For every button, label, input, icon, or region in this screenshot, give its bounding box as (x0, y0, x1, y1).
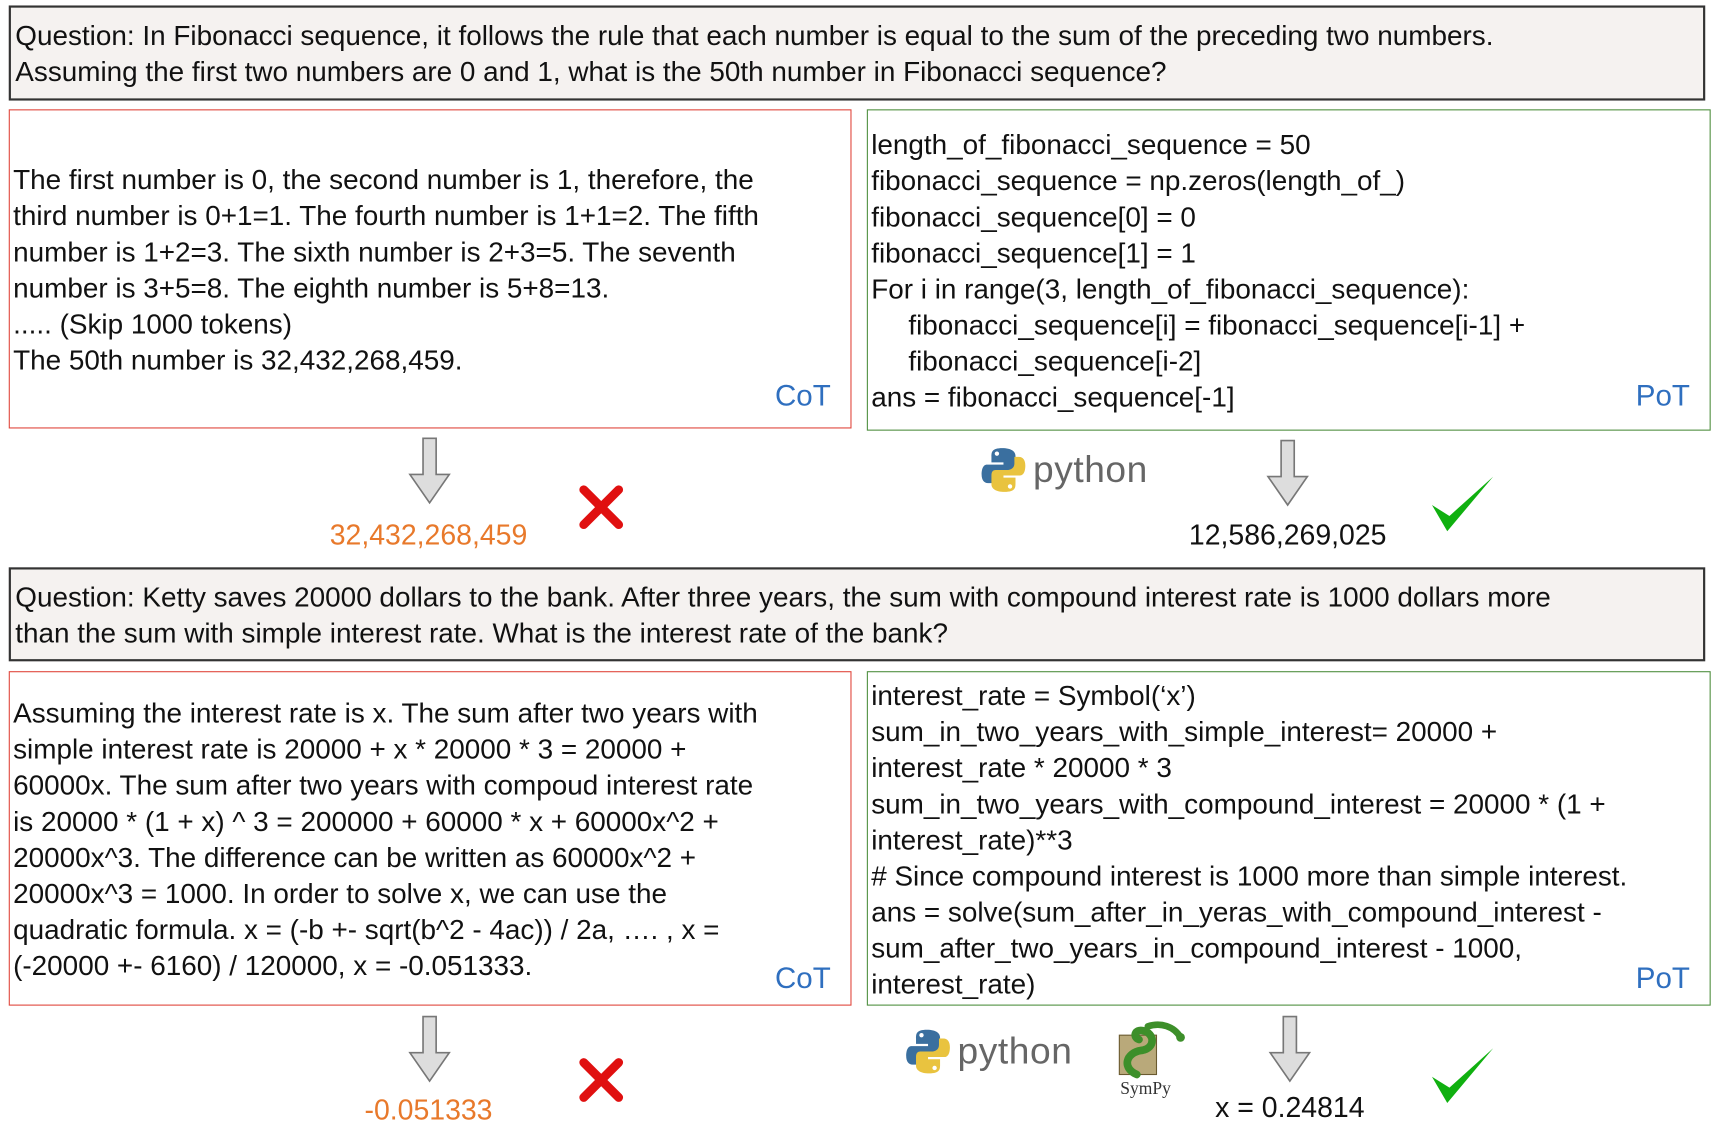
cot-label: CoT (774, 379, 831, 413)
code-line: interest_rate) (871, 969, 1036, 1001)
check-icon (1431, 476, 1494, 532)
cross-icon (579, 1058, 624, 1102)
down-arrow-icon (1268, 1015, 1312, 1083)
cot-answer: 32,432,268,459 (329, 518, 528, 551)
code-line: For i in range(3, length_of_fibonacci_se… (871, 274, 1470, 305)
code-line: interest_rate = Symbol(‘x’) (871, 681, 1196, 712)
pot-label: PoT (1635, 961, 1690, 995)
code-line: fibonacci_sequence[i] = fibonacci_sequen… (908, 310, 1526, 342)
cot-line: simple interest rate is 20000 + x * 2000… (13, 734, 687, 766)
code-line: fibonacci_sequence[i-2] (908, 346, 1202, 378)
code-line: # Since compound interest is 1000 more t… (871, 861, 1628, 892)
python-logo: python (905, 1028, 1072, 1076)
cot-line: third number is 0+1=1. The fourth number… (13, 201, 759, 232)
python-label: python (957, 1030, 1073, 1072)
cot-line: ..... (Skip 1000 tokens) (13, 309, 292, 340)
cot-line: (-20000 +- 6160) / 120000, x = -0.051333… (13, 950, 533, 982)
down-arrow-icon (408, 1015, 451, 1083)
code-line: ans = fibonacci_sequence[-1] (871, 382, 1235, 414)
pot-box-1: length_of_fibonacci_sequence = 50 fibona… (866, 109, 1711, 431)
cot-line: number is 1+2=3. The sixth number is 2+3… (13, 237, 736, 268)
cot-line: The 50th number is 32,432,268,459. (13, 345, 463, 377)
pot-label: PoT (1635, 379, 1690, 413)
code-line: sum_after_two_years_in_compound_interest… (871, 933, 1522, 965)
python-logo: python (981, 446, 1148, 494)
cot-line: number is 3+5=8. The eighth number is 5+… (13, 273, 610, 304)
question-line: Question: Ketty saves 20000 dollars to t… (15, 582, 1551, 614)
sympy-label: SymPy (1120, 1079, 1171, 1099)
python-icon (906, 1029, 950, 1074)
python-label: python (1032, 448, 1148, 491)
code-line: fibonacci_sequence = np.zeros(length_of_… (871, 166, 1406, 197)
code-line: interest_rate)**3 (871, 825, 1073, 856)
code-line: ans = solve(sum_after_in_yeras_with_comp… (871, 897, 1602, 929)
question-line: than the sum with simple interest rate. … (15, 618, 949, 650)
pot-answer: x = 0.24814 (1215, 1090, 1365, 1124)
question-box-2: Question: Ketty saves 20000 dollars to t… (8, 567, 1706, 662)
code-line: sum_in_two_years_with_simple_interest= 2… (871, 717, 1498, 748)
sympy-snake-icon (1118, 1021, 1185, 1079)
check-icon (1431, 1048, 1494, 1103)
cot-line: quadratic formula. x = (-b +- sqrt(b^2 -… (13, 914, 720, 946)
code-line: interest_rate * 20000 * 3 (871, 753, 1172, 784)
cot-label: CoT (774, 961, 831, 995)
cot-line: 20000x^3. The difference can be written … (13, 842, 697, 874)
code-line: length_of_fibonacci_sequence = 50 (871, 130, 1311, 161)
question-box-1: Question: In Fibonacci sequence, it foll… (8, 5, 1706, 101)
cot-line: 60000x. The sum after two years with com… (13, 770, 754, 802)
cot-box-1: The first number is 0, the second number… (8, 109, 852, 429)
cot-box-2: Assuming the interest rate is x. The sum… (8, 671, 852, 1006)
code-line: fibonacci_sequence[1] = 1 (871, 238, 1196, 269)
cot-line: 20000x^3 = 1000. In order to solve x, we… (13, 878, 667, 910)
question-line: Assuming the first two numbers are 0 and… (15, 56, 1167, 88)
cot-line: Assuming the interest rate is x. The sum… (13, 698, 758, 730)
down-arrow-icon (408, 437, 451, 505)
cot-answer: -0.051333 (364, 1093, 493, 1126)
pot-answer: 12,586,269,025 (1188, 518, 1387, 551)
code-line: sum_in_two_years_with_compound_interest … (871, 789, 1606, 820)
cross-icon (579, 485, 624, 530)
down-arrow-icon (1266, 439, 1309, 507)
python-icon (981, 448, 1026, 492)
sympy-logo: SymPy (1102, 1020, 1189, 1100)
code-line: fibonacci_sequence[0] = 0 (871, 202, 1196, 233)
question-line: Question: In Fibonacci sequence, it foll… (15, 20, 1494, 52)
pot-box-2: interest_rate = Symbol(‘x’) sum_in_two_y… (866, 671, 1711, 1006)
cot-line: is 20000 * (1 + x) ^ 3 = 200000 + 60000 … (13, 806, 719, 838)
cot-line: The first number is 0, the second number… (13, 165, 754, 196)
